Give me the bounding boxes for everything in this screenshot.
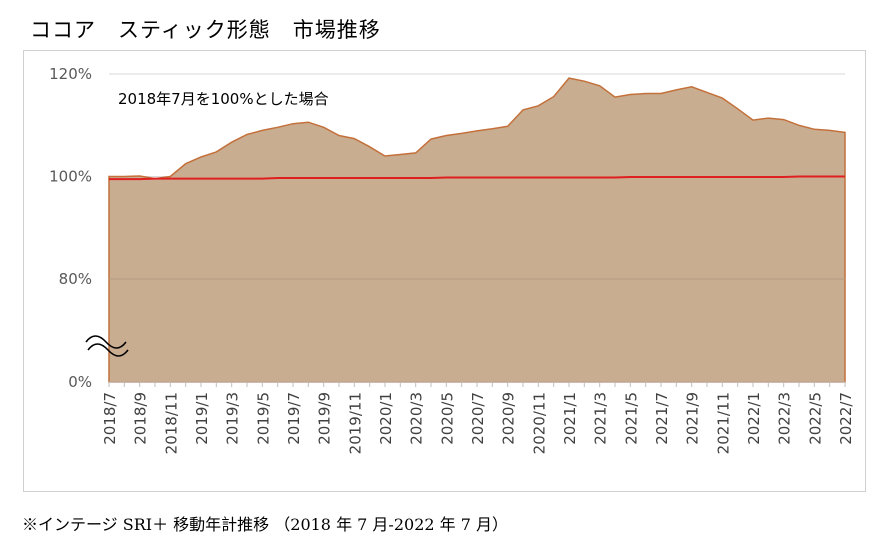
x-tick-label: 2021/9 [684,392,702,445]
axis-break-mark [85,335,127,349]
x-tick-label: 2021/3 [592,392,610,445]
chart-annotation: 2018年7月を100%とした場合 [118,90,329,108]
x-tick-label: 2022/1 [745,392,763,445]
x-tick-label: 2022/5 [806,392,824,445]
y-tick-label: 80% [59,270,92,288]
x-tick-label: 2020/7 [469,392,487,445]
y-tick-label: 100% [49,168,92,186]
x-tick-label: 2019/7 [285,392,303,445]
x-tick-label: 2019/11 [346,392,364,454]
x-tick-label: 2020/5 [438,392,456,445]
source-footnote: ※インテージ SRI＋ 移動年計推移 （2018 年 7 月-2022 年 7 … [22,515,508,534]
x-tick-label: 2021/11 [714,392,732,454]
x-tick-label: 2022/7 [837,392,855,445]
chart-title: ココア スティック形態 市場推移 [30,18,381,42]
x-tick-label: 2019/3 [224,392,242,445]
x-tick-label: 2020/1 [377,392,395,445]
market-area-series [108,77,846,383]
x-tick-label: 2018/9 [132,392,150,445]
y-tick-label: 0% [68,373,92,391]
axis-break-mark-2 [87,343,129,357]
x-tick-label: 2018/11 [162,392,180,454]
x-tick-label: 2019/5 [254,392,272,445]
x-tick-label: 2021/7 [653,392,671,445]
x-tick-label: 2020/3 [408,392,426,445]
x-tick-label: 2019/9 [316,392,334,445]
x-tick-label: 2021/1 [561,392,579,445]
x-tick-label: 2018/7 [101,392,119,445]
x-tick-label: 2021/5 [622,392,640,445]
x-tick-label: 2020/11 [530,392,548,454]
baseline-series-line [109,175,845,181]
y-tick-label: 120% [49,65,92,83]
x-tick-label: 2019/1 [193,392,211,445]
x-tick-label: 2022/3 [776,392,794,445]
x-tick-label: 2020/9 [500,392,518,445]
chart-frame [23,50,866,492]
